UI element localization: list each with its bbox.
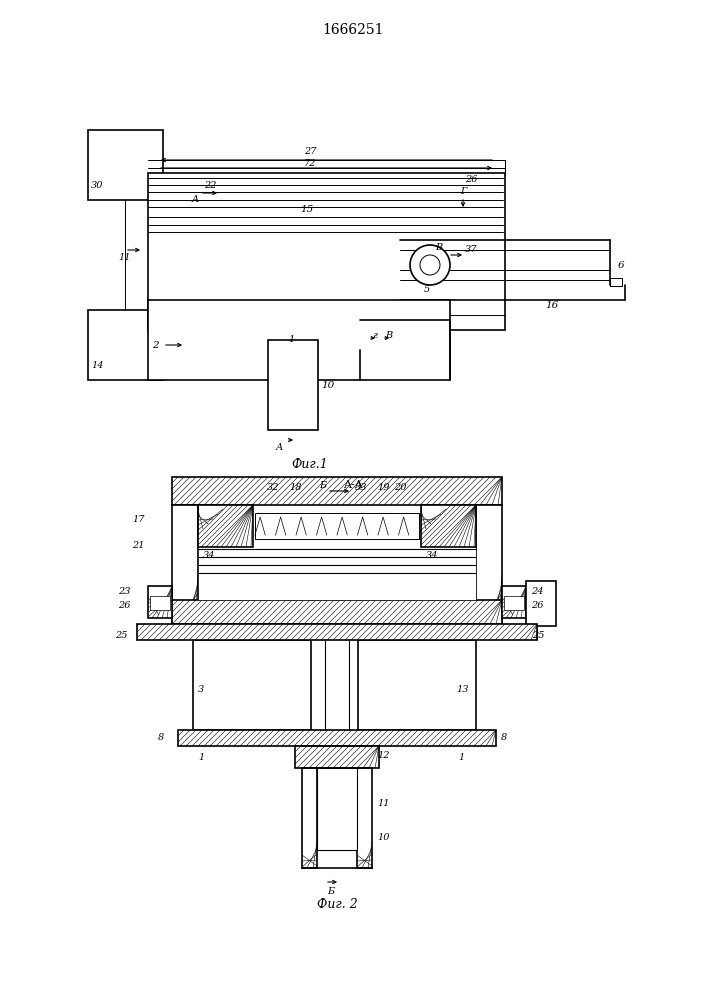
Bar bbox=[476, 505, 502, 624]
Bar bbox=[504, 596, 524, 610]
Text: 1: 1 bbox=[198, 754, 204, 762]
Text: 34: 34 bbox=[203, 550, 216, 560]
Bar bbox=[198, 505, 253, 547]
Text: 23: 23 bbox=[118, 586, 131, 595]
Text: 37: 37 bbox=[465, 245, 477, 254]
Bar bbox=[268, 340, 318, 430]
Text: 11: 11 bbox=[118, 253, 131, 262]
Text: 18: 18 bbox=[289, 483, 301, 491]
Bar bbox=[198, 505, 253, 547]
Text: A: A bbox=[192, 196, 199, 205]
Bar bbox=[302, 768, 317, 868]
Text: 19: 19 bbox=[377, 483, 390, 491]
Text: 20: 20 bbox=[394, 483, 407, 491]
Text: 22: 22 bbox=[204, 182, 216, 190]
Bar bbox=[172, 505, 198, 624]
Bar bbox=[295, 746, 379, 768]
Bar bbox=[358, 640, 476, 730]
Bar bbox=[148, 300, 450, 380]
Bar bbox=[295, 746, 379, 768]
Text: 1: 1 bbox=[288, 336, 294, 344]
Text: Г: Г bbox=[460, 188, 467, 196]
Bar bbox=[476, 505, 502, 624]
Bar bbox=[302, 768, 317, 868]
Bar bbox=[526, 581, 556, 626]
Text: 3: 3 bbox=[198, 686, 204, 694]
Text: A-A: A-A bbox=[343, 480, 363, 490]
Text: 26: 26 bbox=[465, 176, 477, 184]
Bar bbox=[88, 310, 163, 380]
Bar bbox=[137, 624, 537, 640]
Text: Фиг.1: Фиг.1 bbox=[291, 458, 328, 472]
Text: г: г bbox=[372, 330, 377, 340]
Bar bbox=[502, 586, 526, 618]
Text: Б: Б bbox=[319, 481, 326, 489]
Text: 10: 10 bbox=[321, 380, 334, 389]
Text: 8: 8 bbox=[501, 734, 507, 742]
Text: 14: 14 bbox=[91, 360, 103, 369]
Bar bbox=[357, 768, 372, 868]
Bar bbox=[178, 730, 496, 746]
Text: 24: 24 bbox=[531, 586, 544, 595]
Text: 11: 11 bbox=[377, 798, 390, 808]
Bar bbox=[357, 768, 372, 868]
Text: Фиг. 2: Фиг. 2 bbox=[317, 898, 357, 910]
Text: 72: 72 bbox=[304, 158, 316, 167]
Text: 33: 33 bbox=[355, 483, 368, 491]
Text: Б: Б bbox=[327, 888, 334, 896]
Bar bbox=[421, 505, 476, 547]
Bar bbox=[610, 278, 622, 286]
Text: 10: 10 bbox=[377, 834, 390, 842]
Text: 1: 1 bbox=[458, 754, 464, 762]
Text: 25: 25 bbox=[532, 631, 544, 640]
Bar bbox=[198, 505, 476, 600]
Text: 15: 15 bbox=[300, 206, 313, 215]
Text: 13: 13 bbox=[456, 686, 469, 694]
Text: 1666251: 1666251 bbox=[322, 23, 384, 37]
Text: 16: 16 bbox=[545, 300, 559, 310]
Text: А: А bbox=[276, 444, 284, 452]
Text: 26: 26 bbox=[118, 601, 131, 610]
Bar bbox=[150, 596, 170, 610]
Bar bbox=[255, 513, 419, 539]
Bar bbox=[148, 173, 505, 330]
Bar bbox=[172, 477, 502, 505]
Bar bbox=[137, 624, 537, 640]
Bar bbox=[193, 640, 311, 730]
Bar bbox=[88, 130, 163, 200]
Text: 17: 17 bbox=[132, 516, 144, 524]
Bar bbox=[421, 505, 476, 547]
Bar bbox=[178, 730, 496, 746]
Bar bbox=[148, 586, 172, 618]
Bar bbox=[172, 600, 502, 624]
Circle shape bbox=[420, 255, 440, 275]
Bar bbox=[502, 586, 526, 618]
Text: 32: 32 bbox=[267, 483, 279, 491]
Bar bbox=[148, 586, 172, 618]
Text: 25: 25 bbox=[115, 631, 127, 640]
Bar bbox=[317, 768, 357, 850]
Text: 30: 30 bbox=[91, 180, 103, 190]
Text: 26: 26 bbox=[531, 601, 544, 610]
Text: 34: 34 bbox=[426, 550, 438, 560]
Text: В: В bbox=[435, 242, 442, 251]
Text: 2: 2 bbox=[152, 340, 158, 350]
Text: 6: 6 bbox=[618, 260, 624, 269]
Bar bbox=[172, 505, 198, 624]
Circle shape bbox=[410, 245, 450, 285]
Text: В: В bbox=[385, 330, 392, 340]
Text: 8: 8 bbox=[158, 734, 164, 742]
Bar bbox=[172, 477, 502, 505]
Text: 12: 12 bbox=[377, 752, 390, 760]
Text: 5: 5 bbox=[424, 286, 431, 294]
Text: 21: 21 bbox=[132, 540, 144, 550]
Bar bbox=[172, 600, 502, 624]
Text: 27: 27 bbox=[304, 147, 316, 156]
